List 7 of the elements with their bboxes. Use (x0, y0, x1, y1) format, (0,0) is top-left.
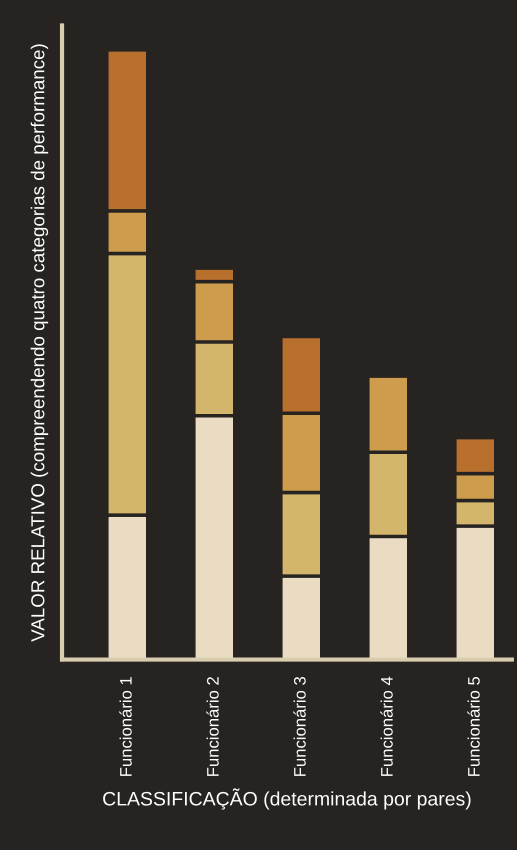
x-tick-label: Funcionário 3 (293, 676, 306, 776)
x-tick-label: Funcionário 2 (206, 677, 219, 776)
x-tick-label: Funcionário 1 (119, 677, 132, 776)
x-tick-label: Funcionário 5 (467, 676, 480, 776)
x-axis-title: CLASSIFICAÇÃO (determinada por pares) (103, 788, 471, 810)
x-tick-label: Funcionário 4 (380, 676, 393, 776)
y-axis-title: VALOR RELATIVO (compreendendo quatro categorias de performance) (30, 44, 48, 642)
